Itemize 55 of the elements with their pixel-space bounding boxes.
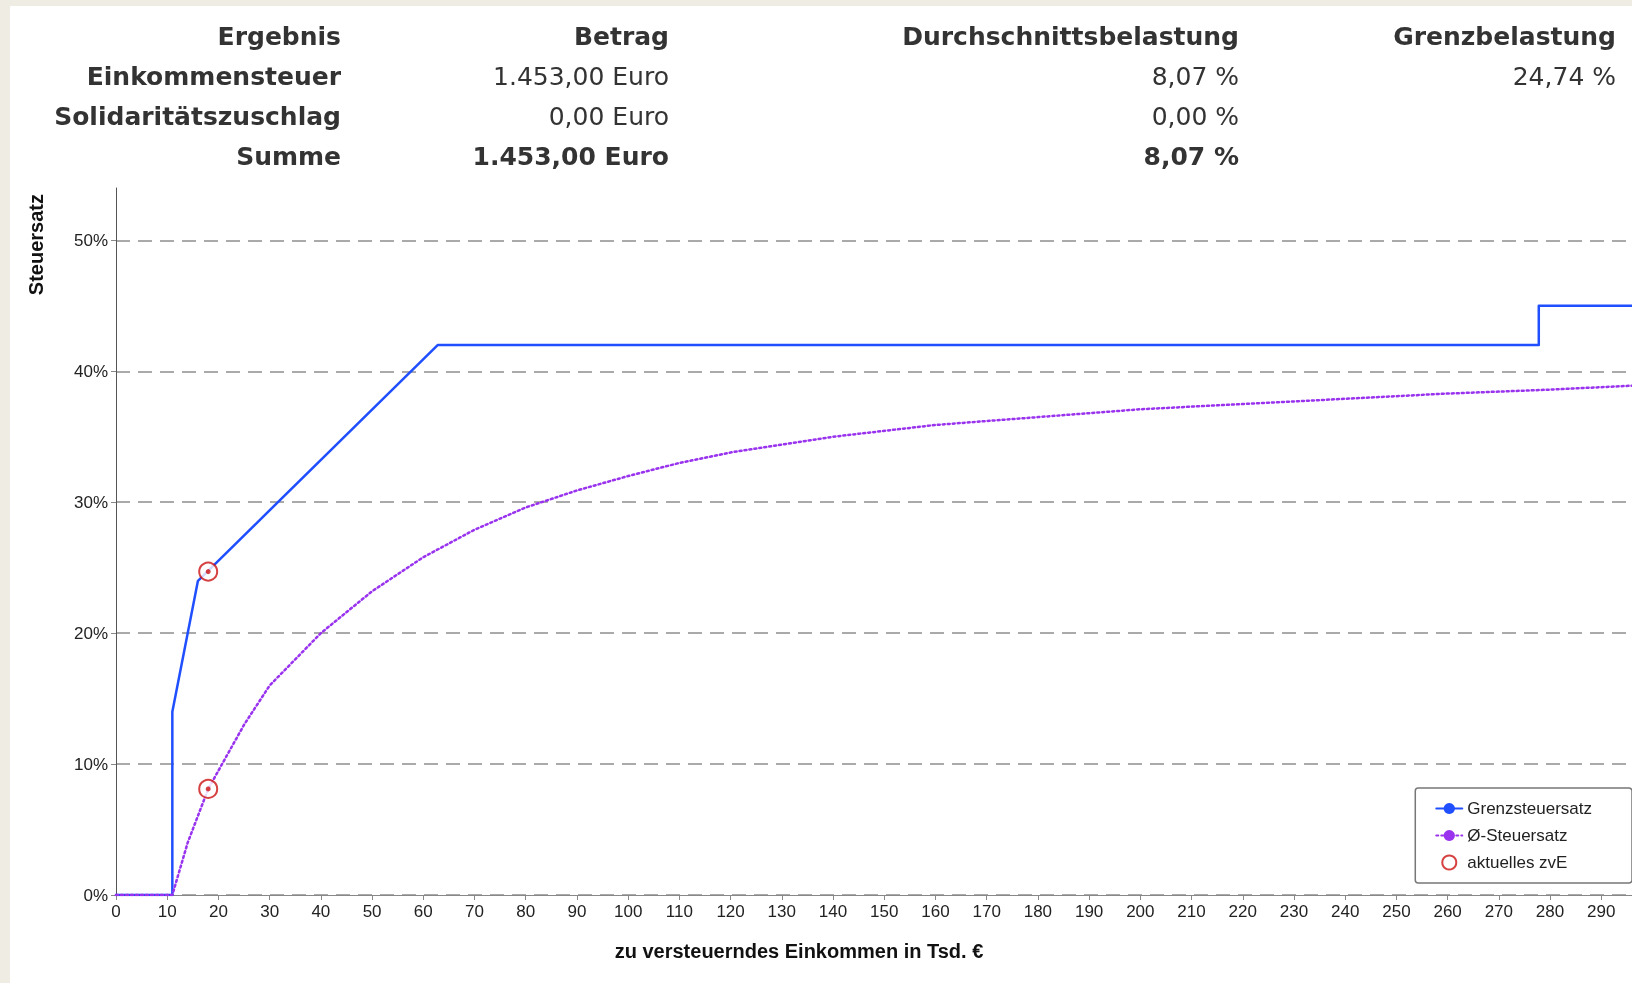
x-tick-label: 210 [1177,902,1206,921]
text: 1.453,00 Euro [472,142,669,171]
x-tick-label: 50 [362,902,382,921]
text: Ergebnis [217,22,341,51]
x-tick-label: 130 [767,902,796,921]
y-tick-label: 50% [73,230,108,250]
text: 8,07 % [1151,62,1239,91]
legend-label: Ø-Steuersatz [1467,826,1568,845]
x-axis-title: zu versteuerndes Einkommen in Tsd. € [614,940,984,962]
text: 24,74 % [1512,62,1616,91]
text: 0,00 Euro [548,102,669,131]
x-tick-label: 240 [1331,902,1360,921]
x-tick-label: 260 [1433,902,1462,921]
x-tick-label: 200 [1126,902,1155,921]
x-tick-label: 30 [260,902,280,921]
x-tick-label: 0 [111,902,121,921]
x-tick-label: 280 [1535,902,1565,921]
x-tick-label: 190 [1074,902,1104,921]
text: Durchschnittsbelastung [902,22,1239,51]
legend-label: aktuelles zvE [1467,853,1568,872]
x-tick-label: 250 [1382,902,1411,921]
y-tick-label: 10% [73,754,108,774]
y-axis-title: Steuersatz [25,194,47,296]
x-tick-label: 90 [567,902,587,921]
x-tick-label: 100 [613,902,643,921]
x-tick-label: 150 [870,902,899,921]
text: 1.453,00 Euro [493,62,669,91]
legend-label: Grenzsteuersatz [1467,799,1593,818]
x-tick-label: 230 [1279,902,1309,921]
x-tick-label: 110 [665,902,693,921]
x-tick-label: 140 [818,902,848,921]
x-tick-label: 270 [1484,902,1514,921]
text: Betrag [573,22,669,51]
x-tick-label: 120 [716,902,745,921]
x-tick-label: 220 [1228,902,1257,921]
x-tick-label: 160 [921,902,950,921]
text: Solidaritätszuschlag [54,102,341,131]
text: 0,00 % [1151,102,1239,131]
text: 8,07 % [1143,142,1239,171]
x-tick-label: 170 [972,902,1001,921]
x-tick-label: 290 [1587,902,1616,921]
text: Grenzbelastung [1393,22,1616,51]
x-tick-label: 20 [208,902,228,921]
text: Summe [236,142,341,171]
x-tick-label: 10 [157,902,177,921]
y-tick-label: 0% [83,885,108,905]
x-tick-label: 70 [465,902,484,921]
x-tick-label: 180 [1023,902,1053,921]
y-tick-label: 40% [73,361,108,381]
y-tick-label: 30% [73,492,108,512]
x-tick-label: 60 [413,902,433,921]
text: Einkommensteuer [86,62,341,91]
y-tick-label: 20% [73,623,108,643]
x-tick-label: 80 [516,902,536,921]
x-tick-label: 40 [311,902,331,921]
